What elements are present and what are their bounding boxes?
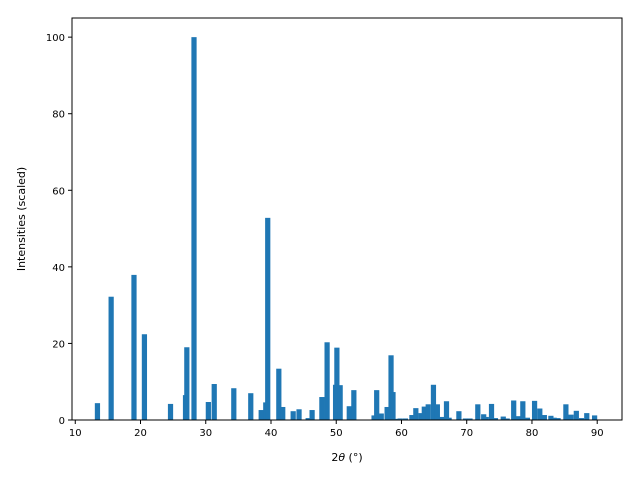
bar [551, 417, 557, 420]
bar [374, 390, 380, 420]
bar [578, 418, 585, 420]
y-tick-label: 20 [52, 339, 65, 350]
bar [413, 408, 419, 420]
bar [511, 400, 517, 420]
bar [425, 404, 431, 420]
bar [563, 404, 569, 420]
bar [475, 404, 481, 420]
bars-group [94, 37, 598, 421]
bar [462, 418, 469, 420]
bar [191, 37, 197, 421]
bar [184, 347, 190, 420]
x-tick-label: 70 [460, 428, 473, 439]
bar [290, 411, 296, 420]
bar [520, 401, 526, 420]
x-tick-label: 10 [69, 428, 82, 439]
bar [346, 406, 352, 420]
bar [248, 393, 254, 420]
bar [548, 415, 554, 420]
x-axis-label-theta: θ [338, 451, 345, 464]
bar [334, 347, 340, 420]
bar [351, 390, 357, 420]
bar [388, 355, 394, 420]
bar [483, 416, 489, 420]
x-tick-label: 40 [265, 428, 278, 439]
x-tick-label: 80 [526, 428, 539, 439]
x-axis-label-unit: (°) [345, 451, 363, 464]
x-axis-label: 2θ (°) [331, 451, 362, 464]
bar [541, 415, 547, 420]
bar [537, 408, 543, 420]
bar [443, 401, 450, 420]
bar [390, 392, 396, 420]
x-tick-label: 50 [330, 428, 343, 439]
bar [515, 416, 521, 420]
bar [402, 418, 409, 420]
bar [211, 384, 217, 420]
bar [500, 416, 506, 420]
bar [305, 418, 311, 420]
bar [555, 418, 561, 420]
x-tick-label: 20 [134, 428, 147, 439]
bar [504, 418, 510, 420]
bar [531, 400, 538, 420]
bar [131, 274, 137, 420]
bar [568, 414, 574, 420]
bar [231, 388, 237, 420]
x-axis-ticks: 10 20 30 40 50 60 70 80 90 [69, 420, 604, 439]
bar [265, 217, 271, 420]
bar [378, 413, 384, 420]
bar [418, 413, 424, 420]
bar [141, 334, 148, 420]
bar [94, 403, 101, 420]
bar [205, 402, 211, 420]
bar [591, 415, 598, 420]
bar [430, 384, 437, 420]
x-tick-label: 90 [591, 428, 604, 439]
bar [296, 409, 302, 420]
bar [584, 413, 590, 420]
bar [337, 385, 343, 420]
y-tick-label: 60 [52, 186, 65, 197]
x-tick-label: 60 [395, 428, 408, 439]
bar [258, 410, 264, 420]
bar [276, 368, 282, 420]
y-tick-label: 100 [46, 33, 65, 44]
bar [394, 418, 400, 420]
bar [309, 410, 315, 420]
plot-frame [71, 17, 623, 421]
bar [524, 417, 531, 420]
x-axis-label-prefix: 2 [331, 451, 338, 464]
bar [319, 397, 325, 420]
y-tick-label: 80 [52, 110, 65, 121]
bar [492, 418, 499, 420]
bar [421, 406, 427, 420]
bar [397, 418, 403, 420]
bar [409, 415, 415, 420]
bar [280, 406, 286, 420]
y-tick-label: 40 [52, 263, 65, 274]
y-tick-label: 0 [59, 416, 65, 427]
bar [467, 418, 473, 420]
bar [488, 403, 495, 420]
bar [384, 406, 390, 420]
y-axis-ticks: 0 20 40 60 80 100 [46, 33, 72, 427]
y-axis-label: Intensities (scaled) [15, 167, 28, 271]
bar [108, 296, 114, 420]
bar [434, 404, 440, 420]
x-tick-label: 30 [199, 428, 212, 439]
bar [456, 411, 462, 420]
bar [446, 417, 452, 420]
bar [439, 416, 445, 420]
bar [324, 342, 330, 420]
bar [167, 403, 174, 420]
bar [573, 410, 579, 420]
